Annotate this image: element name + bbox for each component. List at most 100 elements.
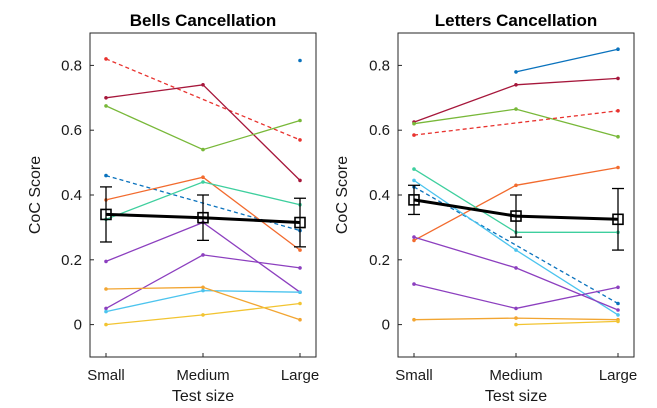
data-point <box>298 138 302 142</box>
series-8 <box>412 178 620 317</box>
y-tick-label: 0.4 <box>61 187 82 204</box>
data-point <box>104 306 108 311</box>
series-1 <box>104 57 302 142</box>
data-point <box>412 167 416 171</box>
data-point <box>514 83 518 87</box>
data-point <box>514 266 518 270</box>
data-point <box>514 107 518 111</box>
y-tick-label: 0.8 <box>369 57 390 74</box>
series-line <box>515 320 619 326</box>
y-axis-label: CoC Score <box>334 156 351 234</box>
series-line <box>515 48 619 73</box>
data-point <box>412 317 416 322</box>
chart-panel-2: Letters Cancellation 0 0.2 0.4 0.6 0.8 Small Me… <box>334 11 637 405</box>
plot-frame <box>89 32 317 358</box>
data-point <box>514 316 518 320</box>
data-point <box>412 235 416 239</box>
data-point <box>616 76 620 81</box>
x-tick-label: Medium <box>489 367 542 384</box>
x-tick-label: Small <box>395 367 433 384</box>
data-point <box>412 133 416 137</box>
data-point <box>298 317 302 322</box>
data-point <box>616 285 620 290</box>
data-point <box>104 96 108 100</box>
data-point <box>616 301 620 306</box>
x-tick-label: Small <box>87 367 125 384</box>
mean-marker <box>100 208 112 221</box>
data-point <box>298 301 302 306</box>
x-axis-label: Test size <box>172 388 234 405</box>
y-tick-label: 0.8 <box>61 57 82 74</box>
data-point <box>412 282 416 286</box>
chart-title: Letters Cancellation <box>435 11 598 30</box>
y-tick-label: 0.2 <box>369 252 390 269</box>
plot-frame <box>397 32 635 358</box>
data-point <box>514 248 518 252</box>
data-point <box>514 306 518 311</box>
data-point <box>616 165 620 170</box>
data-point <box>201 147 205 152</box>
x-axis-label: Test size <box>485 388 547 405</box>
data-point <box>412 238 416 243</box>
data-point <box>201 285 205 290</box>
data-point <box>412 178 416 183</box>
mean-series <box>408 184 624 251</box>
data-point <box>298 58 302 63</box>
chart-title: Bells Cancellation <box>130 11 276 30</box>
x-tick-label: Medium <box>176 367 229 384</box>
y-tick-label: 0.6 <box>61 122 82 139</box>
series-3 <box>412 107 620 139</box>
series-9 <box>104 288 302 314</box>
data-point <box>298 266 302 270</box>
y-axis-label: CoC Score <box>27 156 44 234</box>
series-9 <box>412 235 620 312</box>
series-12 <box>298 58 302 63</box>
chart-panel-1: Bells Cancellation 0 0.2 0.4 0.6 0.8 Small Medi… <box>27 11 319 405</box>
series-2 <box>104 83 302 183</box>
data-point <box>201 313 205 317</box>
mean-marker <box>294 216 306 229</box>
y-tick-label: 0 <box>382 317 390 334</box>
data-point <box>412 121 416 126</box>
data-point <box>298 248 302 252</box>
data-point <box>616 109 620 113</box>
series-4 <box>412 109 620 137</box>
data-point <box>298 118 302 123</box>
data-point <box>104 309 108 314</box>
data-point <box>104 259 108 264</box>
data-point <box>616 313 620 317</box>
series-8 <box>104 253 302 311</box>
mean-marker <box>197 211 209 224</box>
series-5 <box>412 165 620 243</box>
data-point <box>201 288 205 293</box>
mean-marker <box>408 194 420 206</box>
series-line <box>105 58 301 141</box>
series-line <box>413 110 619 136</box>
data-point <box>616 308 620 312</box>
data-point <box>104 104 108 108</box>
series-10 <box>412 282 620 311</box>
series-3 <box>104 104 302 152</box>
data-point <box>104 173 108 178</box>
mean-marker <box>510 210 522 222</box>
data-point <box>201 180 205 184</box>
x-tick-label: Large <box>281 367 319 384</box>
series-1 <box>514 47 620 74</box>
data-point <box>201 253 205 257</box>
data-point <box>616 134 620 139</box>
series-11 <box>104 301 302 327</box>
data-point <box>616 319 620 324</box>
data-point <box>514 322 518 327</box>
mean-series <box>100 186 306 248</box>
data-point <box>104 287 108 291</box>
data-point <box>298 178 302 183</box>
data-point <box>104 322 108 327</box>
y-tick-label: 0.6 <box>369 122 390 139</box>
data-point <box>201 175 205 179</box>
y-tick-label: 0 <box>74 317 82 334</box>
series-10 <box>104 285 302 322</box>
series-12 <box>514 319 620 327</box>
data-point <box>298 290 302 295</box>
data-point <box>514 183 518 188</box>
